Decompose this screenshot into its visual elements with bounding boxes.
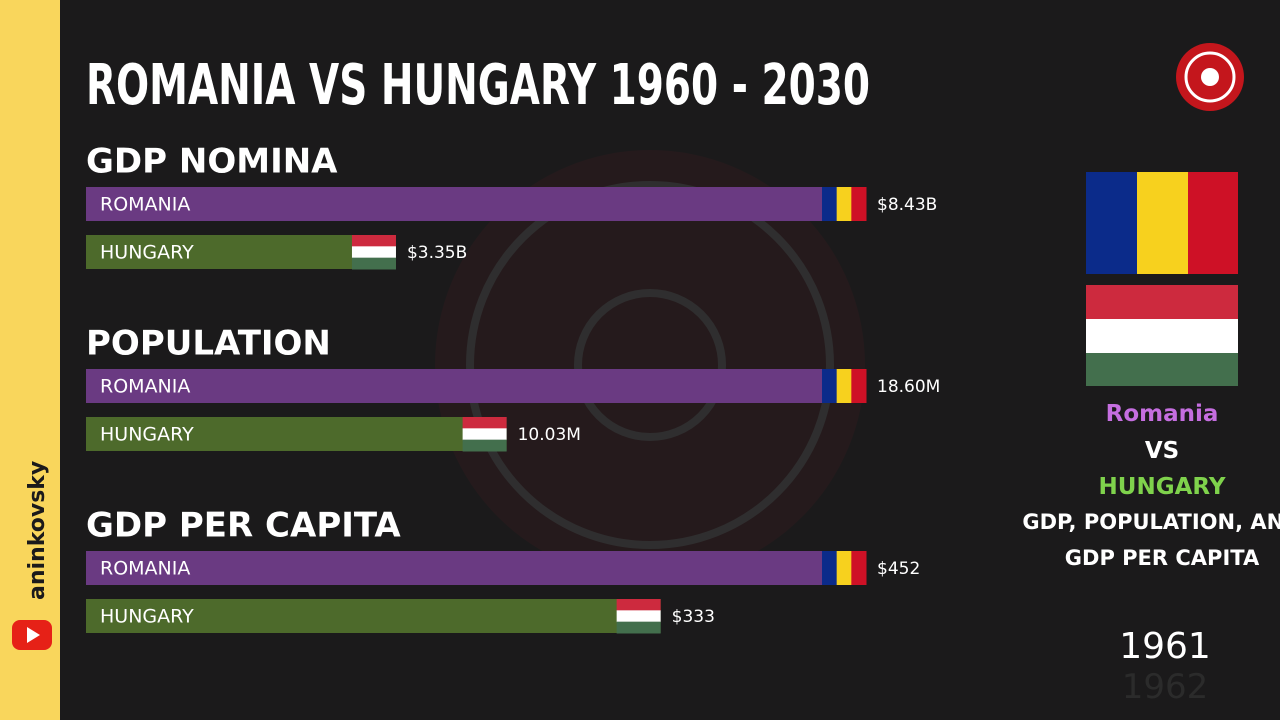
chart-title: GDP NOMINA (86, 142, 338, 182)
flag-stripe (351, 246, 396, 259)
year: 1961 (1119, 626, 1211, 667)
bar (86, 599, 661, 633)
category-label: ROMANIA (100, 194, 190, 216)
sidebar-flags (1086, 172, 1238, 386)
category-label: HUNGARY (100, 606, 194, 628)
next-year: 1962 (1122, 667, 1209, 707)
bar (86, 417, 507, 451)
value-label: $3.35B (407, 243, 467, 263)
category-label: HUNGARY (100, 424, 194, 446)
category-label: ROMANIA (100, 558, 190, 580)
chart-title: POPULATION (86, 324, 331, 364)
sidebar-subtitle: GDP PER CAPITA (1065, 546, 1260, 570)
flag-stripe (851, 187, 867, 221)
flag-stripe (822, 551, 838, 585)
value-label: 10.03M (518, 425, 581, 445)
flag-stripe (822, 369, 838, 403)
flag-stripe (822, 187, 838, 221)
watermark (435, 150, 865, 580)
flag-stripe (351, 257, 396, 270)
flag-stripe (462, 428, 507, 441)
flag-stripe (851, 551, 867, 585)
bar (86, 369, 866, 403)
logo (1176, 43, 1244, 111)
flag-stripe (616, 599, 661, 611)
value-label: $8.43B (877, 195, 937, 215)
bar (86, 235, 396, 269)
bar (86, 551, 866, 585)
flag-stripe (616, 610, 661, 623)
sidebar-country-2: HUNGARY (1099, 474, 1226, 500)
flag-stripe (836, 369, 852, 403)
category-label: HUNGARY (100, 242, 194, 264)
value-label: $333 (672, 607, 715, 627)
chart-title: GDP PER CAPITA (86, 506, 401, 546)
side-strip (0, 0, 60, 720)
flag-stripe (836, 187, 852, 221)
main-title: ROMANIA VS HUNGARY 1960 - 2030 (86, 53, 870, 118)
flag-stripe (616, 621, 661, 634)
flag-stripe (851, 369, 867, 403)
value-label: $452 (877, 559, 920, 579)
youtube-icon (12, 620, 52, 650)
flag-stripe (462, 417, 507, 429)
flag-stripe (351, 235, 396, 247)
sidebar-vs: VS (1145, 438, 1179, 464)
bar (86, 187, 866, 221)
flag-stripe (462, 439, 507, 452)
category-label: ROMANIA (100, 376, 190, 398)
sidebar-subtitle: GDP, POPULATION, AND (1022, 510, 1280, 534)
value-label: 18.60M (877, 377, 940, 397)
sidebar-country-1: Romania (1106, 401, 1219, 427)
flag-stripe (836, 551, 852, 585)
channel-name: aninkovsky (25, 461, 50, 600)
